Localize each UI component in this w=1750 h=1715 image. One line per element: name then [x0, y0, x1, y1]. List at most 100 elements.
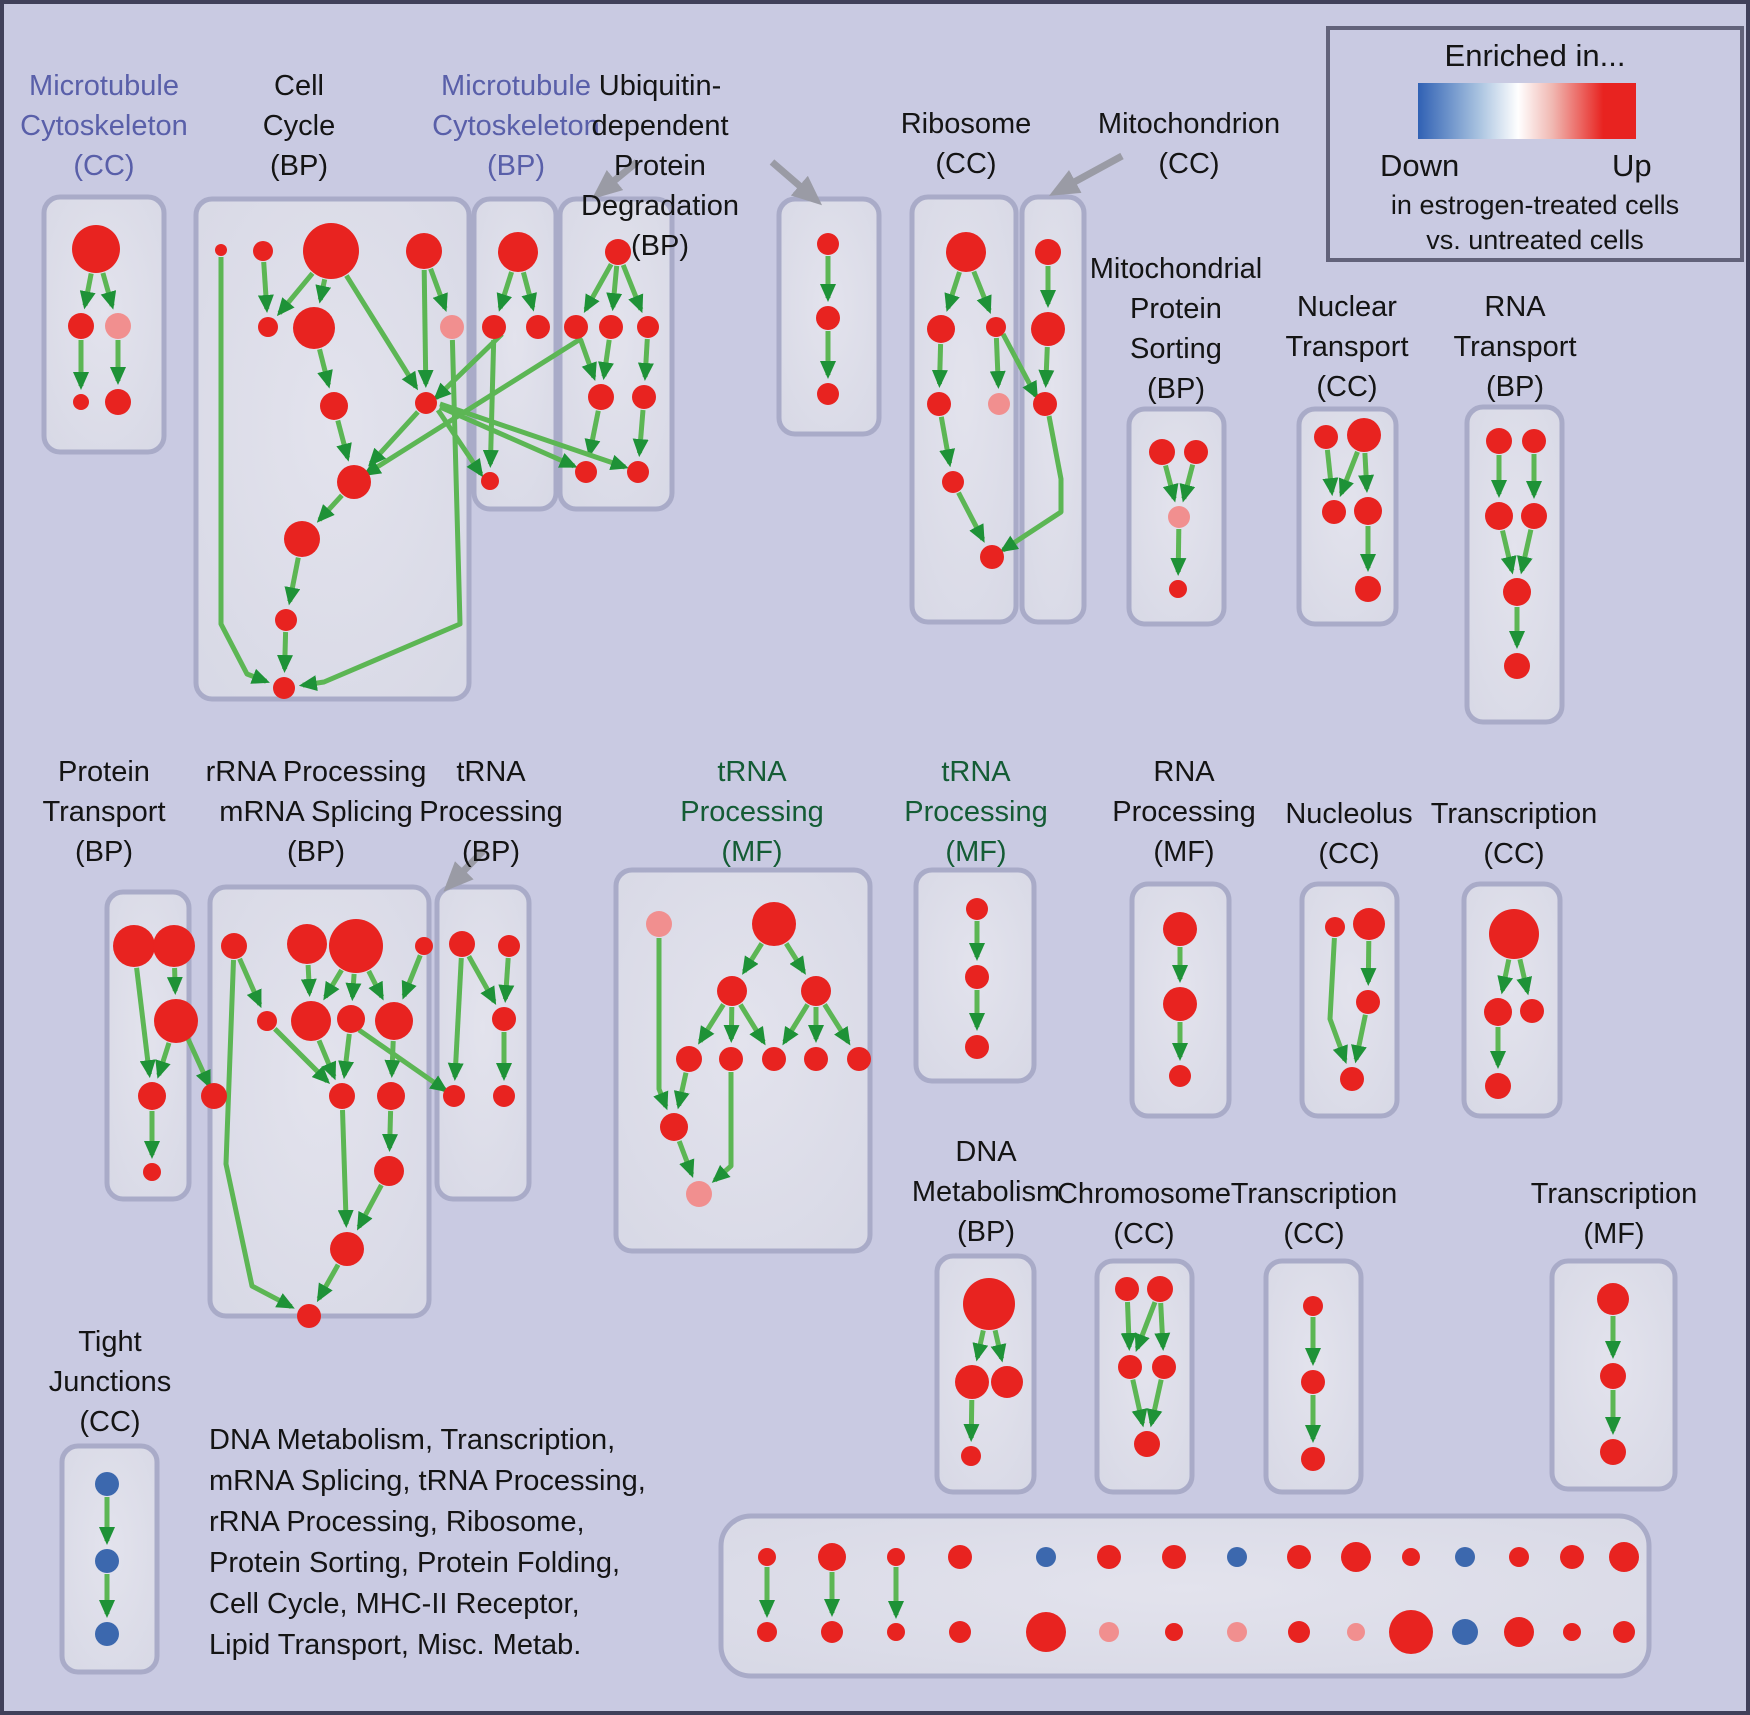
- go-node: [1563, 1623, 1581, 1641]
- go-node: [105, 389, 131, 415]
- go-node: [942, 471, 964, 493]
- go-node: [258, 317, 278, 337]
- go-node: [575, 461, 597, 483]
- go-node: [686, 1181, 712, 1207]
- go-edge: [1130, 1379, 1148, 1428]
- go-term-label-line: (BP): [487, 150, 545, 182]
- go-term-label-rrna-processing-mrna-splicing-bp: rRNA Processing mRNA Splicing (BP): [156, 752, 476, 872]
- go-edge: [1327, 937, 1348, 1064]
- go-edge: [520, 271, 537, 312]
- go-term-label-line: Microtubule: [29, 70, 179, 102]
- go-node: [817, 383, 839, 405]
- go-edge: [742, 942, 764, 975]
- go-node: [374, 1156, 404, 1186]
- go-term-label-line: Transcription: [1530, 1178, 1698, 1210]
- go-node: [1489, 909, 1539, 959]
- go-edge: [79, 273, 96, 310]
- go-node: [605, 239, 631, 265]
- go-edge: [1120, 1301, 1137, 1351]
- go-edge: [218, 257, 270, 684]
- go-node: [1613, 1621, 1635, 1643]
- go-node: [415, 392, 437, 414]
- legend-context-line-1: in estrogen-treated cells: [1390, 190, 1680, 220]
- go-term-label-line: (BP): [462, 836, 520, 868]
- go-edge: [963, 1399, 980, 1442]
- go-term-label-line: Tight: [78, 1326, 142, 1358]
- go-edge: [620, 264, 644, 314]
- go-cross-edge: [435, 408, 484, 478]
- go-edge: [316, 1039, 337, 1081]
- go-node: [406, 233, 442, 269]
- go-term-label-line: (MF): [1583, 1218, 1645, 1250]
- go-cross-edge: [362, 335, 584, 477]
- go-node: [1486, 428, 1512, 454]
- go-node: [588, 384, 614, 410]
- go-term-box-nucleolus-cc: [1299, 881, 1400, 1119]
- go-term-label-line: (CC): [935, 148, 997, 180]
- go-node: [1340, 1067, 1364, 1091]
- go-term-label-line: Processing: [1112, 796, 1256, 828]
- misc-cluster-caption-line: Protein Sorting, Protein Folding,: [209, 1547, 621, 1579]
- go-term-label-line: tRNA: [456, 756, 526, 788]
- go-node: [284, 521, 320, 557]
- go-edge: [155, 1042, 172, 1079]
- go-node: [1227, 1547, 1247, 1567]
- go-edge: [698, 1003, 726, 1045]
- go-node: [847, 1047, 871, 1071]
- go-node: [1031, 312, 1065, 346]
- go-node: [1097, 1545, 1121, 1569]
- go-term-label-line: Transport: [1453, 331, 1577, 363]
- go-term-label-line: (BP): [75, 836, 133, 868]
- go-node: [1227, 1622, 1247, 1642]
- go-node: [816, 306, 840, 330]
- go-node: [955, 1365, 989, 1399]
- go-node: [1301, 1370, 1325, 1394]
- go-term-label-line: Ribosome: [900, 108, 1032, 140]
- go-term-label-line: Mitochondrial: [1089, 253, 1263, 285]
- go-term-label-line: (CC): [1113, 1218, 1175, 1250]
- go-node: [221, 933, 247, 959]
- go-term-label-line: (MF): [945, 836, 1007, 868]
- go-edge: [337, 1109, 354, 1228]
- go-term-label-trna-processing-mf-small: tRNA Processing (MF): [816, 752, 1136, 872]
- go-network-diagram: [41, 152, 1678, 1679]
- go-edge: [134, 967, 156, 1079]
- go-edge: [1497, 958, 1514, 995]
- go-term-box-chromosome-cc: [1094, 1258, 1195, 1495]
- go-node: [1168, 506, 1190, 528]
- go-term-label-line: (BP): [287, 836, 345, 868]
- go-edge: [1134, 1301, 1158, 1353]
- go-node: [337, 465, 371, 499]
- go-node: [717, 976, 747, 1006]
- go-cross-edge: [438, 404, 578, 469]
- go-node: [1353, 908, 1385, 940]
- go-node: [201, 1083, 227, 1109]
- go-node: [498, 232, 538, 272]
- go-term-label-ubiquitin-dependent-protein-degradation-bp: Ubiquitin-dependent Protein Degradation (BP…: [500, 66, 820, 266]
- go-term-label-nucleolus-cc: Nucleolus (CC): [1189, 794, 1509, 874]
- go-edge: [381, 1110, 398, 1152]
- go-node: [492, 1007, 516, 1031]
- go-term-label-line: rRNA Processing: [205, 756, 427, 788]
- go-edge: [989, 337, 1006, 389]
- go-node: [138, 1082, 166, 1110]
- go-node: [564, 315, 588, 339]
- go-edge: [100, 272, 117, 310]
- go-node: [73, 394, 89, 410]
- legend-up-label: Up: [1612, 148, 1652, 183]
- go-term-label-rna-processing-mf: RNA Processing (MF): [1024, 752, 1344, 872]
- annotation-arrow: [769, 159, 823, 206]
- go-edge: [990, 1329, 1007, 1363]
- go-node: [1509, 1547, 1529, 1567]
- go-edge: [384, 1040, 401, 1078]
- misc-cluster-caption-line: Cell Cycle, MHC-II Receptor,: [209, 1588, 580, 1620]
- go-term-label-line: Transport: [1285, 331, 1409, 363]
- go-term-box-trna-processing-bp: [434, 884, 532, 1202]
- go-node: [293, 307, 335, 349]
- go-node: [818, 1543, 846, 1571]
- go-node: [965, 965, 989, 989]
- go-node: [1452, 1619, 1478, 1645]
- go-node: [498, 935, 520, 957]
- go-node: [1455, 1547, 1475, 1567]
- go-edge: [711, 1072, 734, 1183]
